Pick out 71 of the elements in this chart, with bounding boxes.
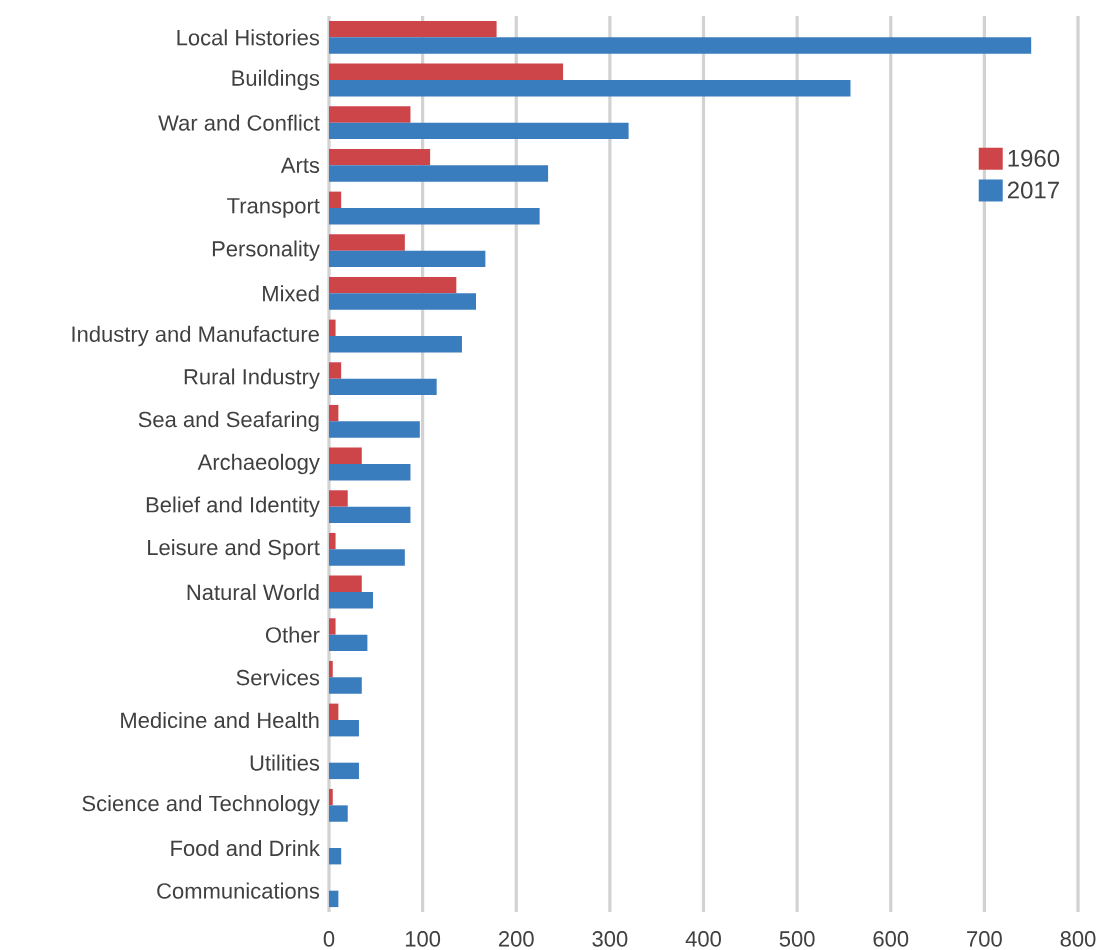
bar <box>329 788 333 806</box>
y-tick-label: Industry and Manufacture <box>72 325 319 347</box>
bar <box>329 191 342 209</box>
bar <box>329 464 411 481</box>
bar <box>329 208 540 225</box>
y-tick-label: Buildings <box>232 69 320 91</box>
bar <box>329 80 851 97</box>
y-tick-label: Food and Drink <box>171 839 320 857</box>
bar <box>329 762 359 780</box>
bar <box>329 805 348 822</box>
bar <box>329 506 411 524</box>
bar <box>329 362 342 379</box>
bar <box>329 37 1032 54</box>
bar <box>329 234 405 251</box>
y-tick-label: Archaeology <box>197 453 320 475</box>
x-tick-label: 700 <box>967 931 1002 947</box>
legend-label: 2017 <box>1007 181 1059 199</box>
y-tick-label: Science and Technology <box>82 795 320 816</box>
bar <box>329 677 362 694</box>
x-tick-label: 500 <box>779 931 815 947</box>
y-tick-label: Sea and Seafaring <box>138 411 319 432</box>
bar <box>329 703 339 721</box>
bar <box>329 106 411 123</box>
x-tick-label: 200 <box>499 931 534 947</box>
bar <box>329 575 362 593</box>
bar <box>329 404 339 422</box>
x-tick-label: 0 <box>323 931 335 947</box>
legend-label: 1960 <box>1008 149 1060 167</box>
x-tick-label: 100 <box>405 931 441 947</box>
y-tick-label: Communications <box>157 882 320 899</box>
bar <box>329 490 348 507</box>
y-tick-label: Transport <box>227 198 320 218</box>
bar <box>329 890 339 908</box>
bar <box>329 20 497 38</box>
bar <box>329 549 405 566</box>
x-tick-label: 400 <box>685 931 721 947</box>
y-tick-label: Mixed <box>263 285 319 302</box>
bar <box>329 618 336 635</box>
bar <box>329 63 564 81</box>
y-tick-label: Leisure and Sport <box>148 539 320 560</box>
bar <box>329 634 368 652</box>
bar <box>329 276 457 294</box>
y-tick-label: Rural Industry <box>184 368 320 389</box>
y-tick-label: Other <box>265 626 320 643</box>
bar <box>329 421 420 438</box>
bar <box>329 165 549 182</box>
bar <box>329 720 359 737</box>
y-tick-label: Belief and Identity <box>146 496 320 517</box>
y-tick-label: Utilities <box>250 754 320 771</box>
y-tick-label: War and Conflict <box>158 114 320 131</box>
bar <box>329 592 374 609</box>
bar <box>329 148 431 166</box>
bar <box>329 378 437 396</box>
bar <box>329 336 462 353</box>
y-tick-label: Arts <box>280 157 320 174</box>
bar <box>329 660 333 678</box>
x-tick-label: 800 <box>1060 931 1096 947</box>
bar <box>329 250 486 268</box>
bar <box>329 532 336 550</box>
y-tick-label: Services <box>236 669 320 686</box>
y-tick-label: Medicine and Health <box>121 711 319 729</box>
bar <box>329 293 476 310</box>
y-tick-label: Personality <box>212 240 320 261</box>
bar <box>329 319 336 337</box>
bar <box>329 447 362 465</box>
x-tick-label: 300 <box>592 931 628 947</box>
y-tick-label: Natural World <box>187 583 319 601</box>
bar <box>329 848 342 865</box>
bar <box>329 122 629 140</box>
y-tick-label: Local Histories <box>177 29 320 46</box>
x-tick-label: 600 <box>873 931 909 947</box>
